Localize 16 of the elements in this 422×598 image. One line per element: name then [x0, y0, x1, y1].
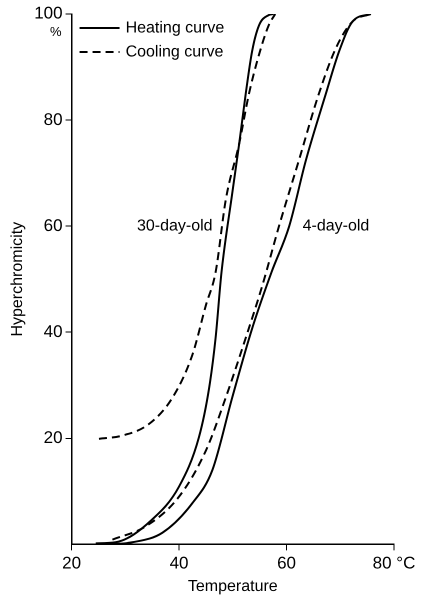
x-tick-label: 60 [277, 553, 296, 572]
y-axis-title: Hyperchromicity [9, 222, 26, 337]
legend-label: Cooling curve [126, 43, 224, 60]
legend-label: Heating curve [126, 19, 224, 36]
x-axis-title: Temperature [188, 578, 278, 595]
annotation: 30-day-old [136, 218, 213, 235]
x-tick-label: 20 [62, 553, 82, 572]
x-tick-label: 80 °C [372, 553, 416, 572]
y-tick-label: 20 [44, 428, 63, 448]
x-tick-label: 40 [170, 553, 189, 572]
annotation: 4-day-old [302, 218, 370, 235]
y-tick-label: 60 [44, 216, 63, 235]
y-tick-label: 100 [34, 4, 63, 23]
text: % [50, 24, 62, 40]
y-tick-label: 80 [44, 110, 63, 129]
y-tick-label: 40 [44, 322, 63, 341]
